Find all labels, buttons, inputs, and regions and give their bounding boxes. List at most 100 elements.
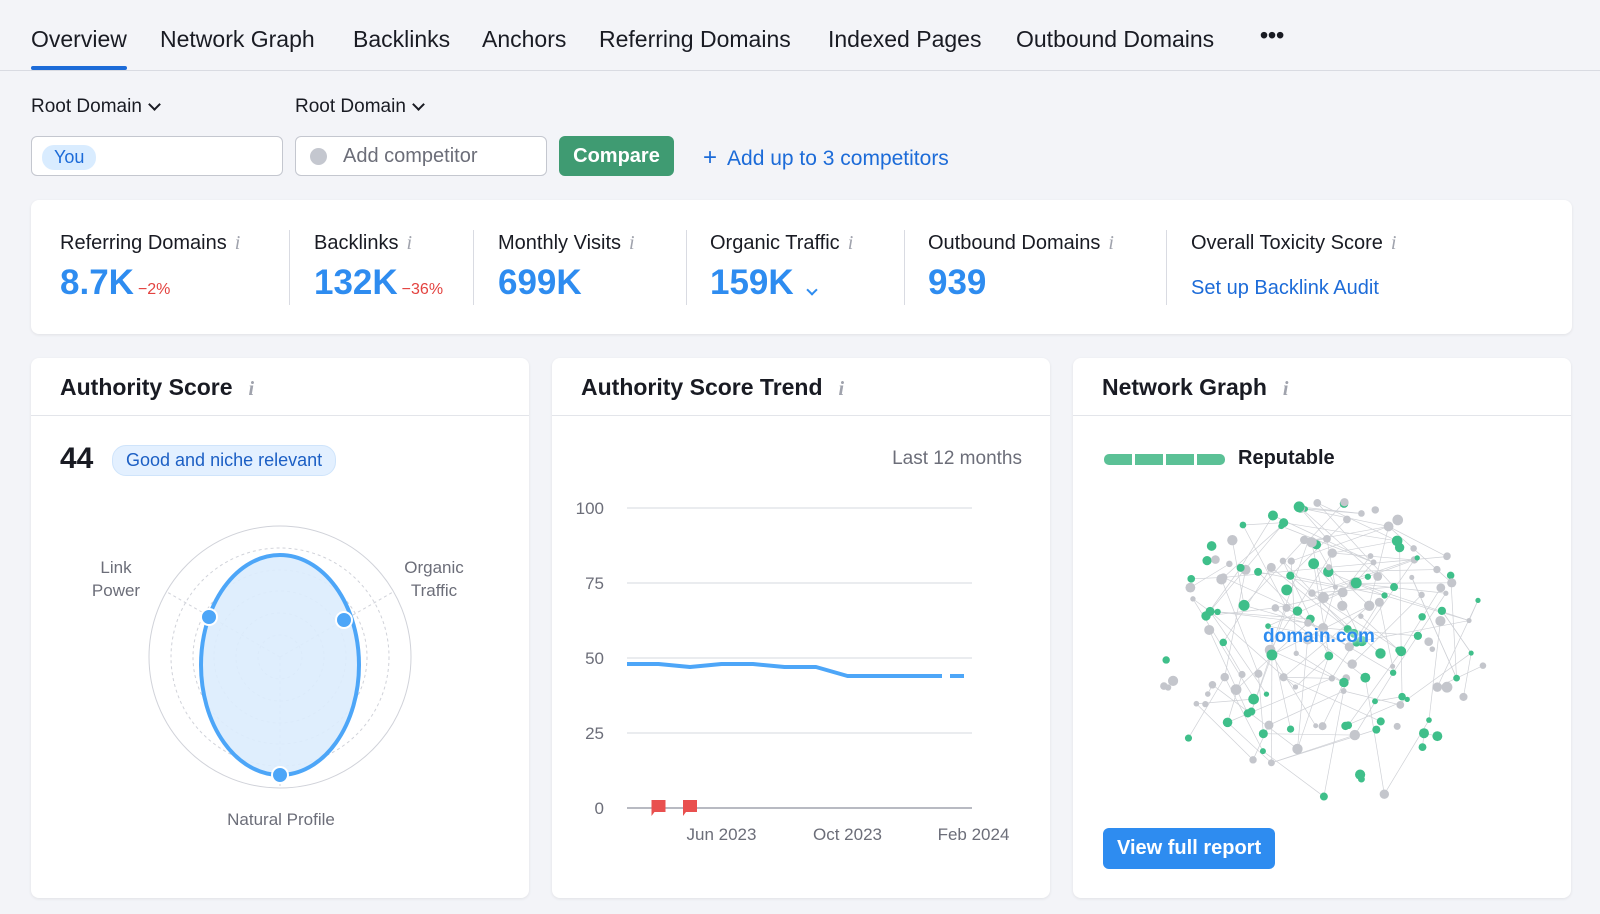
network-node bbox=[1404, 696, 1410, 703]
network-node bbox=[1167, 675, 1179, 686]
network-edge bbox=[1328, 567, 1370, 607]
network-node bbox=[1360, 672, 1371, 683]
panel-title: Authority Score Trend i bbox=[581, 374, 845, 400]
info-icon[interactable]: i bbox=[838, 378, 845, 400]
network-node bbox=[1204, 691, 1211, 697]
network-edge bbox=[1343, 690, 1401, 706]
metric-backlinks: Backlinks i 132K −36% bbox=[314, 232, 443, 303]
tab-referring-domains[interactable]: Referring Domains bbox=[599, 26, 791, 52]
network-node bbox=[1282, 603, 1291, 612]
network-node bbox=[1313, 499, 1322, 507]
network-edge bbox=[1231, 540, 1245, 606]
event-marker-flag bbox=[651, 800, 666, 816]
tab-overview[interactable]: Overview bbox=[31, 26, 127, 70]
tab-anchors[interactable]: Anchors bbox=[482, 26, 567, 52]
network-node bbox=[1391, 535, 1403, 547]
network-node bbox=[1410, 545, 1417, 552]
network-node bbox=[1383, 521, 1394, 532]
network-graph-panel: Network Graph i Reputable domain.com View… bbox=[1073, 358, 1571, 898]
tab-network-graph[interactable]: Network Graph bbox=[160, 26, 315, 52]
network-node bbox=[1475, 597, 1481, 603]
network-node bbox=[1266, 649, 1278, 661]
divider bbox=[904, 230, 905, 305]
network-edge bbox=[1360, 615, 1399, 651]
tab-outbound-domains[interactable]: Outbound Domains bbox=[1016, 26, 1215, 52]
network-edge bbox=[1251, 607, 1287, 712]
info-icon[interactable]: i bbox=[1390, 232, 1397, 254]
network-edge bbox=[1328, 569, 1437, 573]
network-edge bbox=[1296, 653, 1345, 683]
trend-line bbox=[627, 662, 942, 678]
network-edge bbox=[1388, 526, 1447, 557]
chevron-down-icon bbox=[412, 98, 425, 111]
metric-label: Outbound Domains bbox=[928, 232, 1101, 254]
info-icon[interactable]: i bbox=[234, 232, 241, 254]
network-node bbox=[1424, 637, 1434, 647]
network-edge bbox=[1328, 556, 1447, 568]
more-tabs-icon[interactable]: ••• bbox=[1260, 22, 1285, 48]
root-domain-select-you[interactable]: Root Domain bbox=[31, 96, 161, 118]
network-node bbox=[1374, 597, 1384, 607]
network-edge bbox=[1262, 750, 1325, 797]
view-full-report-button[interactable]: View full report bbox=[1103, 828, 1276, 869]
compare-button[interactable]: Compare bbox=[559, 136, 674, 176]
metric-value[interactable]: 699K bbox=[498, 263, 582, 302]
network-edge bbox=[1313, 563, 1330, 656]
network-node bbox=[1393, 722, 1401, 730]
setup-backlink-audit-link[interactable]: Set up Backlink Audit bbox=[1191, 277, 1379, 299]
network-edges bbox=[1188, 502, 1484, 797]
divider bbox=[1166, 230, 1167, 305]
network-node bbox=[1193, 700, 1200, 707]
metric-value[interactable]: 159K bbox=[710, 263, 794, 302]
add-competitor-input[interactable]: Add competitor bbox=[295, 136, 547, 176]
x-tick-label: Feb 2024 bbox=[938, 825, 1010, 844]
tab-indexed-pages[interactable]: Indexed Pages bbox=[828, 26, 982, 52]
network-node bbox=[1227, 535, 1238, 546]
network-node bbox=[1271, 604, 1280, 612]
info-icon[interactable]: i bbox=[629, 232, 635, 254]
network-node bbox=[1443, 590, 1449, 596]
network-node bbox=[1293, 650, 1299, 656]
network-node bbox=[1279, 518, 1289, 528]
you-domain-input[interactable]: You bbox=[31, 136, 283, 176]
root-domain-select-competitor[interactable]: Root Domain bbox=[295, 96, 425, 118]
network-edge bbox=[1271, 567, 1348, 630]
network-node bbox=[1308, 589, 1316, 597]
metrics-summary-card: Referring Domains i 8.7K −2% Backlinks i 13… bbox=[31, 200, 1572, 334]
network-node bbox=[1358, 510, 1365, 517]
network-graph-visual[interactable] bbox=[1073, 468, 1571, 818]
network-edge bbox=[1283, 522, 1398, 542]
info-icon[interactable]: i bbox=[1108, 232, 1114, 254]
add-competitors-link[interactable]: + Add up to 3 competitors bbox=[703, 144, 949, 172]
network-node bbox=[1418, 728, 1429, 739]
network-node bbox=[1373, 572, 1383, 581]
network-edge bbox=[1291, 526, 1389, 562]
network-node bbox=[1230, 684, 1242, 695]
chevron-down-icon bbox=[148, 98, 161, 111]
info-icon[interactable]: i bbox=[1282, 378, 1289, 400]
metric-organic-traffic: Organic Traffic i 159K bbox=[710, 232, 853, 303]
info-icon[interactable]: i bbox=[248, 378, 255, 400]
network-node bbox=[1204, 624, 1215, 635]
network-node bbox=[1238, 670, 1246, 679]
network-edge bbox=[1342, 555, 1371, 593]
y-tick-label: 0 bbox=[595, 799, 604, 818]
network-edge bbox=[1212, 684, 1298, 750]
tab-backlinks[interactable]: Backlinks bbox=[353, 26, 451, 52]
network-node bbox=[1286, 725, 1295, 733]
network-edge bbox=[1323, 690, 1344, 797]
network-node bbox=[1164, 684, 1172, 691]
info-icon[interactable]: i bbox=[406, 232, 413, 254]
radar-outer-ring bbox=[148, 525, 412, 789]
chevron-down-icon[interactable] bbox=[806, 284, 818, 296]
metric-value[interactable]: 8.7K bbox=[60, 263, 134, 302]
network-node bbox=[1379, 789, 1390, 799]
metric-value[interactable]: 939 bbox=[928, 263, 987, 302]
metric-label: Monthly Visits bbox=[498, 232, 622, 254]
info-icon[interactable]: i bbox=[847, 232, 854, 254]
network-edge bbox=[1356, 559, 1415, 643]
metric-value[interactable]: 132K bbox=[314, 263, 398, 302]
radar-label-organic-traffic: Organic Traffic bbox=[404, 558, 464, 600]
x-tick-label: Jun 2023 bbox=[687, 825, 757, 844]
network-edge bbox=[1297, 655, 1330, 750]
